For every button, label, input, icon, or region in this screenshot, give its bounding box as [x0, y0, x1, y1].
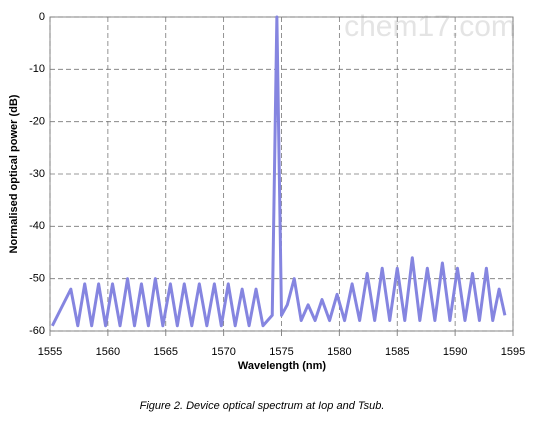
- caption: Figure 2. Device optical spectrum at Iop…: [140, 400, 385, 412]
- x-tick-label: 1595: [501, 346, 525, 358]
- x-tick-label: 1590: [443, 346, 467, 358]
- x-tick-label: 1570: [211, 346, 235, 358]
- x-tick-label: 1560: [96, 346, 120, 358]
- x-tick-label: 1555: [38, 346, 62, 358]
- watermark: chem17.com: [344, 10, 516, 43]
- x-axis-title: Wavelength (nm): [238, 360, 327, 372]
- y-tick-label: -40: [29, 220, 45, 232]
- x-tick-label: 1580: [327, 346, 351, 358]
- y-tick-label: -30: [29, 168, 45, 180]
- x-tick-label: 1585: [385, 346, 409, 358]
- spectrum-line: [50, 15, 507, 328]
- x-tick-label: 1565: [154, 346, 178, 358]
- y-axis-title: Normalised optical power (dB): [8, 94, 20, 253]
- y-tick-label: -60: [29, 325, 45, 337]
- x-tick-label: 1575: [269, 346, 293, 358]
- y-tick-label: -20: [29, 116, 45, 128]
- y-tick-label: -50: [29, 273, 45, 285]
- y-tick-label: -10: [29, 63, 45, 75]
- y-tick-label: 0: [39, 11, 45, 23]
